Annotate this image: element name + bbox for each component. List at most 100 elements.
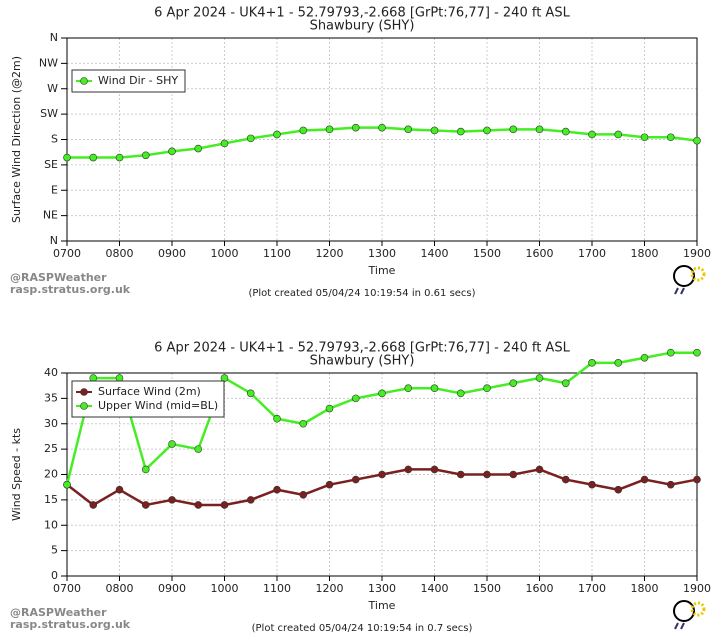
x-tick-label: 0900 — [158, 582, 186, 595]
data-point — [299, 490, 308, 499]
x-tick-label: 1700 — [578, 247, 606, 260]
legend-box — [71, 69, 186, 93]
data-point — [194, 445, 203, 453]
x-tick-label: 1800 — [631, 582, 659, 595]
data-point — [404, 384, 413, 393]
data-point — [273, 485, 281, 494]
data-point — [561, 475, 570, 484]
x-tick-label: 1900 — [683, 247, 711, 260]
data-point — [141, 501, 150, 509]
data-point — [588, 480, 596, 489]
y-tick-label: 35 — [44, 391, 58, 404]
y-tick-label: 25 — [44, 442, 58, 455]
x-tick-label: 0700 — [53, 582, 81, 595]
y-tick-label: NE — [43, 209, 58, 222]
data-point — [63, 153, 71, 162]
x-tick-label: 1200 — [316, 247, 344, 260]
data-point — [640, 475, 649, 484]
data-point — [588, 130, 596, 139]
data-point — [194, 144, 203, 153]
data-point — [89, 153, 98, 162]
watermark: @RASPWeather — [10, 271, 107, 284]
x-tick-label: 0700 — [53, 247, 81, 260]
data-point — [666, 133, 675, 142]
x-tick-label: 1600 — [526, 247, 554, 260]
data-point — [168, 440, 176, 448]
data-point — [220, 501, 229, 509]
x-tick-label: 1000 — [211, 582, 239, 595]
data-point — [456, 470, 465, 479]
watermark: rasp.stratus.org.uk — [10, 283, 131, 296]
data-point — [246, 496, 255, 504]
y-tick-label: 15 — [44, 493, 58, 506]
x-tick-label: 1700 — [578, 582, 606, 595]
legend-marker — [80, 388, 88, 396]
legend-box — [71, 380, 225, 418]
chart-subtitle: Shawbury (SHY) — [310, 19, 415, 34]
x-tick-label: 1100 — [263, 247, 291, 260]
data-point — [561, 379, 570, 387]
data-point — [483, 126, 491, 135]
data-point — [299, 126, 308, 135]
logo — [673, 265, 706, 295]
x-tick-label: 0800 — [106, 582, 134, 595]
y-tick-label: 5 — [51, 544, 58, 557]
data-point — [535, 374, 544, 382]
x-tick-label: 1900 — [683, 582, 711, 595]
data-point — [404, 125, 413, 134]
data-point — [220, 139, 229, 148]
x-tick-label: 1300 — [368, 247, 396, 260]
data-point — [535, 465, 544, 474]
data-point — [509, 379, 518, 387]
data-point — [378, 389, 386, 398]
data-point — [614, 130, 623, 139]
data-point — [614, 359, 623, 367]
y-tick-label: S — [51, 133, 58, 146]
y-axis-label: Wind Speed - kts — [10, 428, 23, 521]
x-tick-label: 1300 — [368, 582, 396, 595]
data-point — [483, 470, 491, 479]
data-point — [325, 480, 334, 489]
data-point — [483, 384, 491, 393]
data-point — [456, 127, 465, 136]
data-point — [666, 348, 675, 357]
data-point — [614, 485, 623, 494]
plot-note: (Plot created 05/04/24 10:19:54 in 0.7 s… — [252, 623, 473, 634]
data-point — [168, 496, 176, 504]
data-point — [273, 130, 281, 139]
data-point — [325, 125, 334, 134]
legend-marker — [80, 77, 88, 85]
x-tick-label: 0900 — [158, 247, 186, 260]
chart-title: 6 Apr 2024 - UK4+1 - 52.79793,-2.668 [Gr… — [154, 341, 570, 356]
data-point — [430, 465, 439, 474]
x-tick-label: 1600 — [526, 582, 554, 595]
watermark: rasp.stratus.org.uk — [10, 618, 131, 631]
x-tick-label: 1400 — [421, 582, 449, 595]
legend-label: Upper Wind (mid=BL) — [98, 399, 218, 412]
x-tick-label: 1000 — [211, 247, 239, 260]
x-tick-label: 0800 — [106, 247, 134, 260]
y-axis-label: Surface Wind Direction (@2m) — [10, 56, 23, 223]
y-tick-label: 20 — [44, 468, 58, 481]
data-point — [693, 348, 701, 357]
data-point — [588, 359, 596, 367]
x-tick-label: 1500 — [473, 582, 501, 595]
x-tick-label: 1400 — [421, 247, 449, 260]
data-point — [325, 404, 334, 413]
y-tick-label: NW — [39, 56, 58, 69]
data-point — [378, 470, 386, 479]
x-tick-label: 1200 — [316, 582, 344, 595]
y-tick-label: SE — [44, 158, 58, 171]
data-point — [693, 475, 701, 484]
data-point — [666, 480, 675, 489]
data-point — [246, 389, 255, 398]
watermark: @RASPWeather — [10, 606, 107, 619]
x-axis-label: Time — [368, 599, 396, 612]
data-point — [299, 419, 308, 428]
data-point — [404, 465, 413, 474]
data-point — [115, 485, 124, 494]
data-point — [535, 125, 544, 134]
legend-marker — [80, 402, 88, 410]
data-point — [141, 151, 150, 160]
